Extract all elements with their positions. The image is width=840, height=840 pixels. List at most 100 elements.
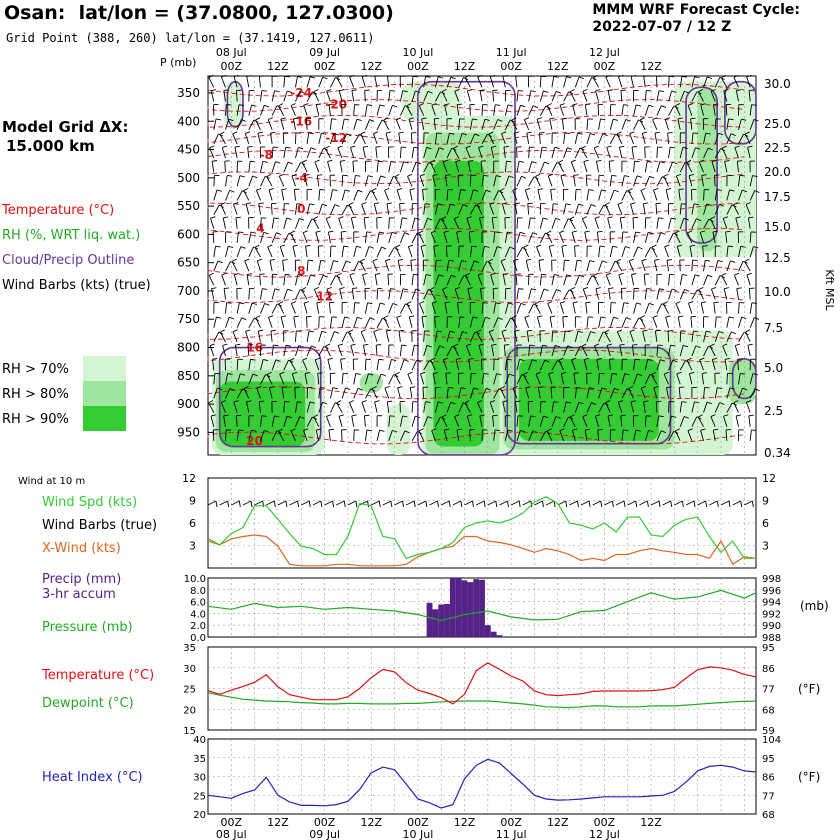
wind-barb-flag (222, 343, 228, 346)
wind-barb-flag (383, 315, 389, 319)
wind-barb (586, 77, 593, 88)
wind-barb-flag (681, 401, 687, 403)
wind-barb (559, 105, 565, 116)
wind-barb (469, 189, 474, 201)
wind-barb-flag (437, 203, 443, 206)
wind-barb-flag (578, 203, 584, 206)
wind-barb (724, 161, 728, 173)
wind-barb-flag (661, 105, 667, 108)
precip-y-tick-label: 6.0 (190, 598, 206, 609)
wind-barb (304, 373, 308, 385)
wind-barb (528, 161, 533, 173)
wind-barb (738, 189, 743, 201)
wind-barb (539, 274, 542, 286)
wind-barb (537, 387, 541, 399)
wind-barb (641, 260, 646, 272)
wind-barb (596, 231, 600, 243)
wind-barb (466, 218, 471, 229)
wind-barb-flag (375, 146, 381, 148)
wind-barb-flag (577, 330, 583, 333)
wind-barb (260, 176, 266, 187)
wind-barb (266, 374, 273, 385)
wind-barb (279, 373, 285, 385)
wind-barb (726, 331, 732, 343)
wind-barb (714, 387, 718, 399)
wind-barb-flag (476, 329, 482, 333)
wind-barb (328, 231, 331, 243)
wind-barb-flag (613, 189, 619, 193)
wind-barb (305, 118, 308, 130)
wind-barb (726, 246, 729, 258)
wind-barb (733, 402, 739, 413)
wind-barb (691, 274, 696, 286)
wind-barb-flag (744, 258, 750, 263)
wind-barb (536, 316, 541, 328)
wind-barb-flag (413, 273, 419, 276)
wind-barb-flag (391, 231, 397, 235)
wind-barb (493, 104, 496, 116)
surface-wind-barb (720, 500, 730, 506)
wind-barb-flag (713, 103, 719, 106)
wind-barb (306, 316, 308, 328)
isotherm-line (207, 431, 745, 445)
wind-barb-flag (216, 189, 222, 192)
wind-barb (444, 302, 448, 314)
heat-index-y-tick-label: 40 (193, 735, 206, 746)
wind-barb-flag (256, 187, 262, 191)
pressure-tick-label: 650 (177, 256, 200, 270)
wind-barb (364, 104, 368, 116)
wind-barb-flag (304, 372, 310, 374)
wind-barb (581, 148, 588, 159)
wind-barb (411, 232, 418, 244)
wind-barb (225, 388, 231, 399)
wind-barb-flag (548, 371, 554, 375)
wind-barb (395, 119, 401, 130)
wind-barb-flag (508, 302, 514, 305)
wind-barb-flag (282, 259, 288, 261)
wind-barb-flag (635, 231, 641, 234)
wind-barb-flag (256, 385, 262, 389)
wind-barb (539, 345, 543, 357)
wind-barb (621, 190, 628, 201)
wind-barb (701, 373, 704, 385)
cloud-outline (724, 80, 757, 145)
wind-speed-line (207, 496, 756, 560)
wind-barb (480, 359, 483, 371)
wind-barb (446, 346, 453, 357)
wind-barb (539, 431, 547, 442)
wind-speed-label: Wind Spd (kts) (42, 495, 137, 510)
wind-barb-flag (270, 131, 276, 134)
wind-barb-flag (384, 385, 390, 389)
wind-barb (749, 175, 753, 187)
wind-barb-flag (348, 329, 354, 333)
wind-barb (469, 429, 471, 441)
wind-barb (674, 232, 681, 244)
wind-barb (550, 387, 553, 399)
wind-barb (714, 331, 720, 343)
wind-barb (574, 189, 577, 201)
wind-barb (374, 76, 378, 88)
wind-barb-flag (374, 202, 380, 205)
wind-barb-flag (391, 359, 397, 362)
top-date-label: 12 Jul (589, 46, 620, 59)
wind-barb-flag (372, 385, 377, 389)
wind-barb (422, 189, 425, 201)
wind-barb (726, 402, 733, 413)
wind-barb (411, 217, 416, 229)
wind-barb (329, 189, 333, 201)
wind-barb-flag (291, 301, 297, 304)
wind-barb (712, 429, 716, 441)
wind-barb (481, 190, 487, 201)
wind-barb (295, 76, 298, 88)
wind-barb (633, 359, 636, 371)
page-title: Osan: lat/lon = (37.0800, 127.0300) (4, 2, 394, 24)
temperature-f-tick-label: 59 (762, 726, 775, 737)
wind-barb (738, 260, 744, 272)
wind-barb-flag (538, 386, 544, 389)
wind-barb-flag (418, 230, 424, 234)
wind-barb-flag (751, 104, 757, 106)
rh-shade-region (697, 87, 718, 252)
wind-barb (295, 162, 302, 173)
wind-barb-flag (355, 174, 361, 177)
wind-barb (329, 316, 333, 328)
